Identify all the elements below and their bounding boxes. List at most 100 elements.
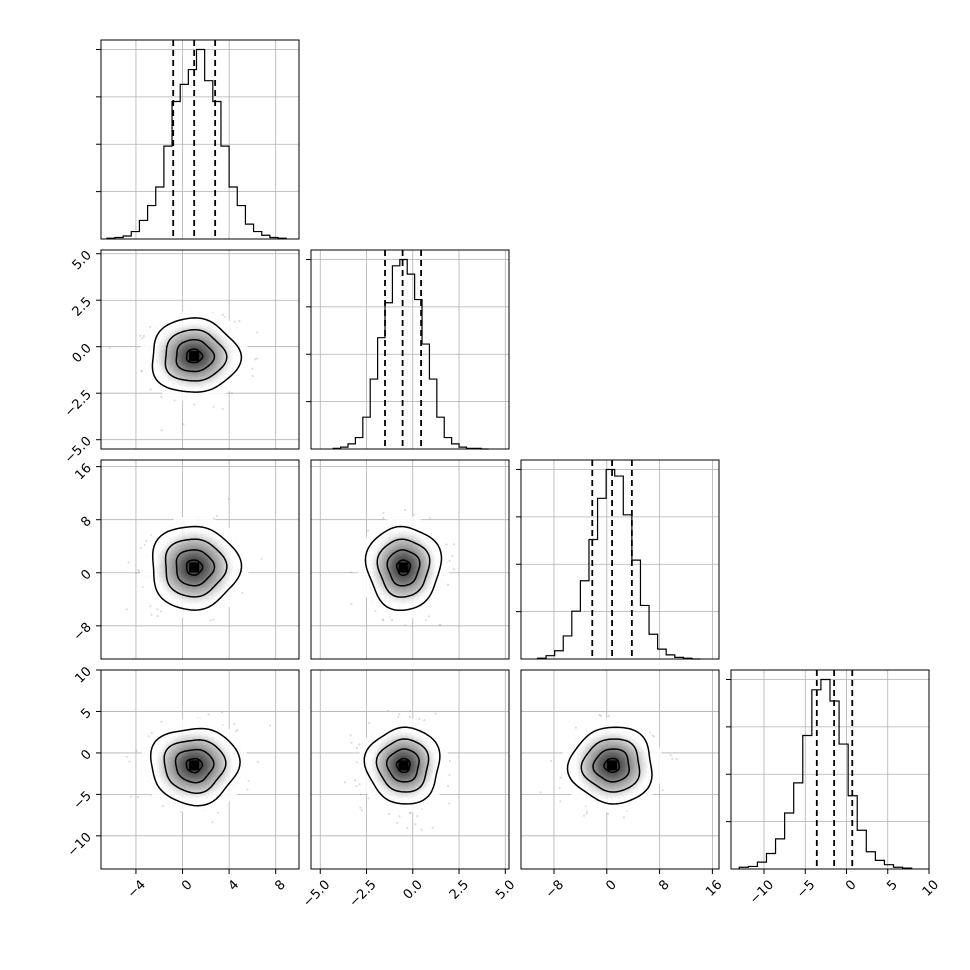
x-tick-label: −5 [794,877,818,901]
sample-point [221,313,224,316]
hist-panel-1 [96,39,300,240]
sample-point [149,604,152,608]
x-tick-label: 8 [656,877,672,893]
sample-point [428,516,432,520]
contour-level-1 [364,525,443,612]
contour-level-2 [164,538,228,598]
sample-point [355,746,358,750]
x-tick-label: −8 [543,877,567,901]
sample-point [156,608,159,611]
sample-point [408,812,412,815]
sample-point [386,709,389,712]
sample-point [150,732,153,735]
scatter-panel-2-1 [100,249,300,450]
x-tick-label: 4 [226,877,242,893]
panel-frame [100,249,300,450]
sample-point [139,334,142,337]
sample-point [448,802,451,805]
sample-point [139,546,142,550]
sample-point [149,388,152,391]
sample-point [349,571,352,574]
histogram-series [536,468,701,660]
x-tick-label: −4 [125,877,149,901]
sample-point [233,723,236,726]
sample-point [413,513,416,516]
contour-level-4 [395,757,411,774]
sample-point [137,570,141,573]
contour-level-4 [185,348,204,364]
y-tick-label: 2.5 [70,294,95,319]
sample-point [398,713,401,716]
x-tick-label: 8 [272,877,288,893]
sample-point [212,405,215,408]
sample-point [140,370,143,373]
sample-point [414,823,417,826]
sample-point [221,407,224,411]
sample-point [367,529,370,532]
contour-level-3 [175,338,216,373]
scatter-panel-3-1 [100,459,300,660]
sample-point [125,608,128,611]
sample-point [431,826,434,829]
sample-point [585,810,589,813]
contour-level-4 [185,559,204,576]
sample-point [671,757,674,760]
sample-point [160,610,163,613]
sample-point [125,755,128,758]
contour-level-1 [363,726,441,805]
sample-point [260,557,263,561]
contour-level-1 [566,726,653,805]
contour-level-1 [151,525,243,611]
sample-point [408,715,412,719]
sample-point [147,735,150,738]
sample-point [137,569,140,572]
sample-point [358,743,361,746]
sample-point [390,619,394,622]
sample-point [141,337,144,340]
sample-point [451,554,454,557]
sample-point [396,821,399,825]
sample-point [108,346,111,349]
sample-point [149,325,152,328]
panel-frame [310,669,510,870]
sample-point [622,816,625,819]
sample-point [212,618,215,621]
hist-panel-2 [306,249,510,450]
sample-point [558,786,561,790]
sample-point [135,572,138,575]
contour-level-4 [395,559,412,576]
sample-point [230,392,234,395]
sample-point [238,319,241,322]
hist-panel-3 [516,459,720,660]
y-tick-label: 16 [73,461,95,483]
sample-point [404,509,407,512]
sample-point [160,720,163,723]
hist-panel-4 [726,669,930,870]
panel-frame [310,249,510,450]
x-tick-label: 5 [884,877,900,893]
sample-point [349,734,352,737]
sample-point [135,749,138,753]
sample-point [406,826,409,830]
density-peak [189,351,200,362]
sample-point [215,515,219,518]
panel-frame [310,459,510,660]
sample-point [452,543,456,546]
y-tick-label: −10 [65,830,95,860]
panel-frame [100,39,300,240]
sample-point [150,613,153,616]
density-peak [189,760,200,771]
contour-level-3 [175,549,216,587]
sample-point [448,773,451,777]
panel-frame [100,669,300,870]
y-tick-label: 5 [78,706,94,722]
density-peak [398,562,409,573]
sample-point [217,811,220,814]
y-tick-label: 5.0 [70,248,95,273]
contour-level-2 [376,538,431,598]
density-peak [189,562,200,573]
sample-point [227,498,230,501]
sample-point [669,754,672,757]
sample-point [559,800,562,803]
sample-point [675,757,678,761]
